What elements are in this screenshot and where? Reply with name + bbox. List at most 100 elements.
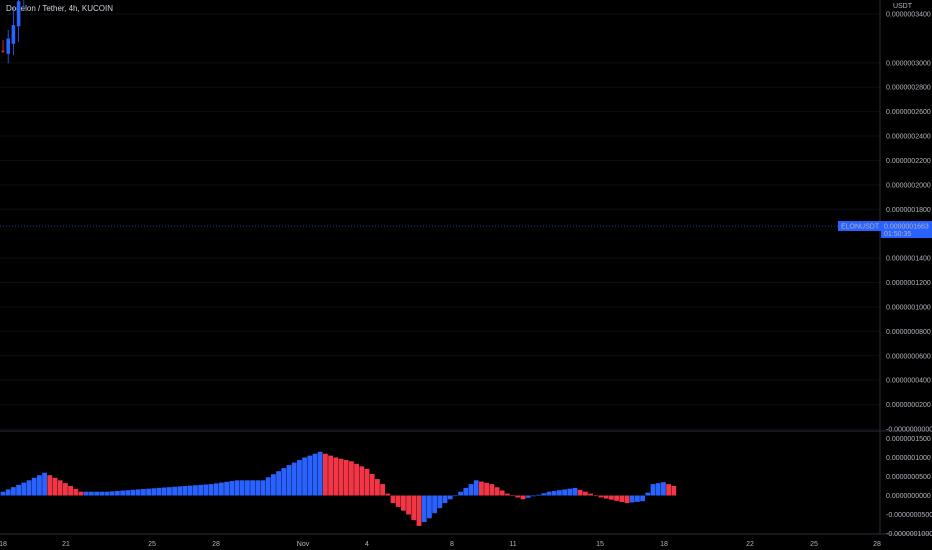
histogram-bar bbox=[291, 462, 297, 496]
histogram-bar bbox=[141, 489, 146, 496]
price-tick-label: 0.0000000600 bbox=[886, 353, 931, 360]
histogram-bar bbox=[224, 481, 229, 496]
histogram-bar bbox=[598, 495, 604, 498]
histogram-bar bbox=[187, 485, 193, 496]
histogram-bar bbox=[588, 493, 593, 496]
histogram-bar bbox=[447, 495, 453, 500]
price-tick-label: 0.0000001400 bbox=[886, 256, 931, 263]
histogram-bar bbox=[245, 480, 250, 496]
histogram-bar bbox=[37, 475, 42, 496]
histogram-bar bbox=[546, 491, 552, 496]
histogram-bar bbox=[390, 495, 396, 504]
histogram-bar bbox=[484, 482, 489, 496]
histogram-bar bbox=[427, 495, 432, 519]
time-axis-label: 25 bbox=[810, 541, 818, 548]
price-tick-label: 0.0000001800 bbox=[886, 207, 931, 214]
histogram-bar bbox=[593, 495, 599, 497]
histogram-bar bbox=[338, 458, 344, 496]
price-tick-label: 0.0000003400 bbox=[886, 12, 931, 19]
histogram-bar bbox=[312, 453, 318, 496]
histogram-bar bbox=[645, 492, 651, 496]
histogram-bar bbox=[505, 493, 510, 496]
time-axis-label: Nov bbox=[297, 541, 310, 548]
histogram-bar bbox=[640, 495, 645, 502]
histogram-bar bbox=[21, 482, 27, 496]
histogram-bar bbox=[109, 491, 115, 496]
histogram-bar bbox=[42, 472, 47, 496]
histogram-bar bbox=[323, 453, 328, 496]
histogram-bar bbox=[115, 490, 120, 496]
histogram-bar bbox=[557, 490, 562, 496]
histogram-bar bbox=[624, 495, 630, 504]
time-axis-label: 28 bbox=[873, 541, 881, 548]
oscillator-tick-label: -0.0000001000 bbox=[886, 531, 932, 538]
histogram-bar bbox=[83, 491, 89, 496]
histogram-bar bbox=[494, 487, 500, 496]
histogram-bar bbox=[359, 466, 365, 496]
histogram-bar bbox=[73, 488, 79, 496]
oscillator-tick-label: 0.0000000000 bbox=[886, 493, 931, 500]
time-axis-label: 4 bbox=[365, 541, 369, 548]
oscillator-tick-label: -0.0000000500 bbox=[886, 512, 932, 519]
time-axis-label: 11 bbox=[509, 541, 516, 548]
histogram-bar bbox=[411, 495, 417, 521]
histogram-bar bbox=[276, 471, 281, 496]
time-axis-label: 18 bbox=[0, 541, 7, 548]
time-axis-label: 21 bbox=[62, 541, 70, 548]
oscillator-tick-label: 0.0000001500 bbox=[886, 436, 931, 443]
candle-body bbox=[1, 50, 5, 52]
histogram-bar bbox=[16, 484, 21, 496]
histogram-bar bbox=[26, 480, 32, 496]
histogram-bar bbox=[68, 486, 73, 496]
price-tick-label: 0.0000003000 bbox=[886, 60, 931, 67]
histogram-bar bbox=[385, 493, 391, 496]
histogram-bar bbox=[208, 484, 214, 496]
histogram-bar bbox=[161, 487, 167, 496]
histogram-bar bbox=[281, 468, 287, 496]
histogram-bar bbox=[655, 483, 661, 496]
last-price-label: 0.0000001663 bbox=[884, 224, 929, 231]
histogram-bar bbox=[193, 485, 198, 496]
price-tick-label: 0.0000002000 bbox=[886, 182, 931, 189]
histogram-bar bbox=[567, 488, 573, 496]
histogram-bar bbox=[432, 495, 437, 514]
histogram-bar bbox=[271, 474, 276, 496]
histogram-bar bbox=[234, 480, 240, 496]
histogram-bar bbox=[250, 480, 255, 496]
histogram-bar bbox=[369, 473, 375, 496]
histogram-bar bbox=[198, 484, 203, 496]
price-tick-label: 0.0000000400 bbox=[886, 378, 931, 385]
histogram-bar bbox=[229, 481, 235, 496]
histogram-bar bbox=[63, 483, 68, 496]
symbol-badge-label: ELONUSDT bbox=[841, 224, 880, 231]
countdown-label: 01:50:35 bbox=[884, 231, 911, 238]
histogram-bar bbox=[635, 495, 640, 502]
histogram-bar bbox=[666, 484, 671, 496]
histogram-bar bbox=[463, 487, 469, 496]
price-tick-label: 0.0000001000 bbox=[886, 304, 931, 311]
histogram-bar bbox=[406, 495, 411, 515]
symbol-badge bbox=[838, 221, 881, 232]
price-tick-label: 0.0000002200 bbox=[886, 158, 931, 165]
histogram-bar bbox=[172, 486, 177, 496]
histogram-bar bbox=[525, 495, 531, 498]
histogram-bar bbox=[421, 495, 427, 523]
histogram-bar bbox=[577, 489, 583, 496]
price-badge bbox=[881, 221, 932, 239]
time-axis-label: 15 bbox=[596, 541, 604, 548]
histogram-bar bbox=[603, 495, 609, 499]
histogram-bar bbox=[11, 487, 16, 496]
time-axis-label: 25 bbox=[148, 541, 156, 548]
histogram-bar bbox=[286, 465, 292, 496]
histogram-bar bbox=[99, 491, 105, 496]
histogram-bar bbox=[343, 460, 349, 496]
histogram-bar bbox=[364, 468, 370, 496]
histogram-bar bbox=[531, 495, 536, 497]
price-tick-label: 0.0000000800 bbox=[886, 329, 931, 336]
histogram-bar bbox=[333, 457, 339, 496]
histogram-bar bbox=[510, 495, 515, 497]
currency-label: USDT bbox=[893, 3, 913, 10]
histogram-bar bbox=[302, 457, 307, 496]
histogram-bar bbox=[661, 482, 666, 496]
